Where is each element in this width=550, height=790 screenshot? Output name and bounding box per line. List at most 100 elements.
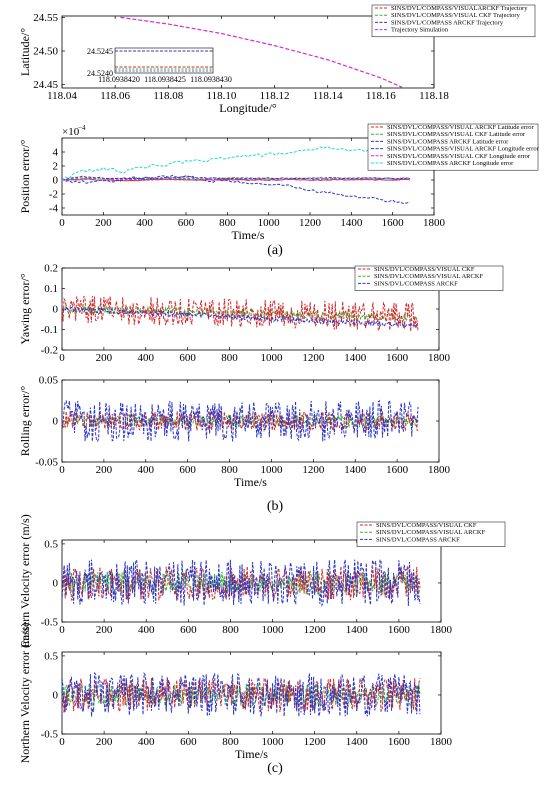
trajectory-legend-entry: SINS/DVL/COMPASS ARCKF Trajectory	[391, 19, 504, 26]
yawing-xtick-label: 0	[59, 352, 65, 364]
northern-xtick-label: 600	[180, 736, 197, 748]
eastern-chart: 0 200 400 600 800 1000 1200 1400 1600 18000.50-0.…	[18, 514, 506, 648]
position-xtick-label: 600	[178, 217, 195, 229]
eastern-xtick-label: 1400	[346, 624, 369, 636]
northern-xtick-label: 1600	[388, 736, 411, 748]
rolling-xtick-label: 600	[179, 464, 196, 476]
panel-label-a: (a)	[267, 243, 283, 258]
yawing-xtick-label: 1000	[260, 352, 283, 364]
position-legend-entry: SINS/DVL/COMPASS/VISUAL ARCKF Latitude e…	[387, 124, 535, 131]
trajectory-xaxis-label: Longitude/°	[219, 101, 277, 115]
position-series-line	[61, 175, 410, 181]
position-xtick-label: 0	[59, 217, 65, 229]
trajectory-xtick-label: 118.06	[100, 90, 130, 102]
position-series-line	[61, 145, 411, 181]
position-xtick-label: 1400	[340, 217, 363, 229]
rolling-series-line	[61, 410, 419, 433]
eastern-series-line	[61, 559, 421, 607]
rolling-xtick-label: 1400	[344, 464, 367, 476]
trajectory-xtick-label: 118.04	[47, 90, 77, 102]
eastern-xtick-label: 1800	[430, 624, 453, 636]
position-xtick-label: 1800	[423, 217, 446, 229]
position-series-line	[61, 174, 410, 204]
trajectory-xtick-label: 118.08	[153, 90, 183, 102]
eastern-xtick-label: 200	[96, 624, 113, 636]
position-legend-entry: SINS/DVL/COMPASS/VISUAL CKF Longitude er…	[387, 153, 531, 160]
position-xaxis-label: Time/s	[232, 228, 265, 242]
yawing-ytick-label: 0.1	[44, 283, 58, 295]
eastern-legend-entry: SINS/DVL/COMPASS ARCKF	[376, 536, 460, 543]
rolling-xtick-label: 1200	[302, 464, 325, 476]
yawing-ytick-label: 0	[53, 304, 59, 316]
position-ytick-label: 2	[53, 161, 59, 173]
northern-ytick-label: -0.5	[41, 729, 59, 741]
yawing-xtick-label: 600	[179, 352, 196, 364]
yawing-xtick-label: 200	[96, 352, 113, 364]
yawing-legend-box	[354, 265, 504, 291]
rolling-xtick-label: 1600	[386, 464, 409, 476]
yawing-chart: 0 200 400 600 800 1000 1200 1400 1600 1800 0.2 0.1 0…	[18, 263, 504, 364]
yawing-series-line	[61, 306, 419, 329]
yawing-xtick-label: 1800	[428, 352, 451, 364]
eastern-ytick-label: 0.5	[44, 538, 58, 550]
position-exponent-power: −4	[78, 124, 86, 132]
rolling-xaxis-label: Time/s	[234, 475, 267, 489]
eastern-plot-frame	[61, 539, 442, 623]
rolling-plot-frame	[61, 379, 440, 463]
northern-xtick-label: 1200	[304, 736, 327, 748]
northern-xtick-label: 200	[96, 736, 113, 748]
panel-label-b: (b)	[267, 499, 284, 514]
northern-xtick-label: 800	[222, 736, 239, 748]
position-plot-frame	[61, 137, 435, 216]
rolling-xtick-label: 200	[96, 464, 113, 476]
yawing-ytick-label: -0.2	[41, 345, 58, 357]
northern-xtick-label: 1400	[346, 736, 369, 748]
position-yaxis-label: Position error/°	[18, 139, 32, 213]
position-xtick-label: 1000	[258, 217, 281, 229]
eastern-legend-entry: SINS/DVL/COMPASS/VISUAL ARCKF	[376, 529, 486, 536]
yawing-legend-entry: SINS/DVL/COMPASS/VISUAL CKF	[374, 266, 475, 273]
northern-xtick-label: 1000	[262, 736, 285, 748]
rolling-xtick-label: 1800	[428, 464, 451, 476]
position-xtick-label: 400	[136, 217, 153, 229]
eastern-yaxis-label: Eastern Velocity error (m/s)	[18, 514, 32, 647]
inset-xtick-label: 118.0938430	[190, 75, 232, 84]
eastern-xtick-label: 0	[59, 624, 65, 636]
position-legend-entry: SINS/DVL/COMPASS/VISUAL ARCKF Longitude …	[387, 146, 540, 153]
northern-plot-frame	[61, 651, 442, 735]
position-legend-entry: SINS/DVL/COMPASS ARCKF Latitude error	[387, 138, 509, 145]
eastern-xtick-label: 1200	[304, 624, 327, 636]
eastern-legend-box	[356, 521, 506, 547]
position-legend-box	[367, 123, 539, 171]
position-xtick-label: 1600	[382, 217, 405, 229]
northern-ytick-label: 0.5	[44, 650, 58, 662]
inset-xtick-label: 118.0938425	[144, 75, 186, 84]
eastern-ytick-label: 0	[53, 577, 59, 589]
trajectory-simulation-line	[120, 16, 403, 88]
inset-ytick-label: 24.5245	[87, 47, 113, 56]
northern-series-line	[61, 671, 421, 717]
trajectory-legend-entry: Trajectory Simulation	[391, 27, 449, 34]
rolling-yaxis-label: Rolling error/°	[18, 386, 32, 457]
position-xtick-label: 800	[219, 217, 236, 229]
eastern-legend-entry: SINS/DVL/COMPASS/VISUAL CKF	[376, 522, 477, 529]
rolling-ytick-label: 0.05	[39, 375, 59, 387]
eastern-xtick-label: 600	[180, 624, 197, 636]
eastern-xtick-label: 1600	[388, 624, 411, 636]
trajectory-xtick-label: 118.16	[366, 90, 396, 102]
inset-xtick-label: 118.0938420	[98, 75, 140, 84]
rolling-ytick-label: 0	[53, 416, 59, 428]
eastern-series-line	[61, 565, 421, 601]
northern-series-line	[61, 681, 421, 708]
position-legend-entry: SINS/DVL/COMPASS/VISUAL CKF Latitude err…	[387, 131, 526, 138]
trajectory-ytick-label: 24.50	[33, 45, 58, 57]
position-legend-entry: SINS/DVL/COMPASS ARCKF Longitude error	[387, 160, 514, 167]
trajectory-xtick-label: 118.12	[260, 90, 290, 102]
position-ytick-label: 4	[53, 147, 59, 159]
position-series-line	[61, 178, 410, 182]
rolling-xtick-label: 400	[138, 464, 155, 476]
rolling-chart: 0 200 400 600 800 1000 1200 1400 1600 18000.050-0…	[18, 375, 451, 490]
eastern-xtick-label: 800	[222, 624, 239, 636]
trajectory-chart: 118.04 118.06 118.08 118.10 118.12 118.14 118.…	[18, 4, 536, 115]
position-xtick-label: 200	[95, 217, 112, 229]
